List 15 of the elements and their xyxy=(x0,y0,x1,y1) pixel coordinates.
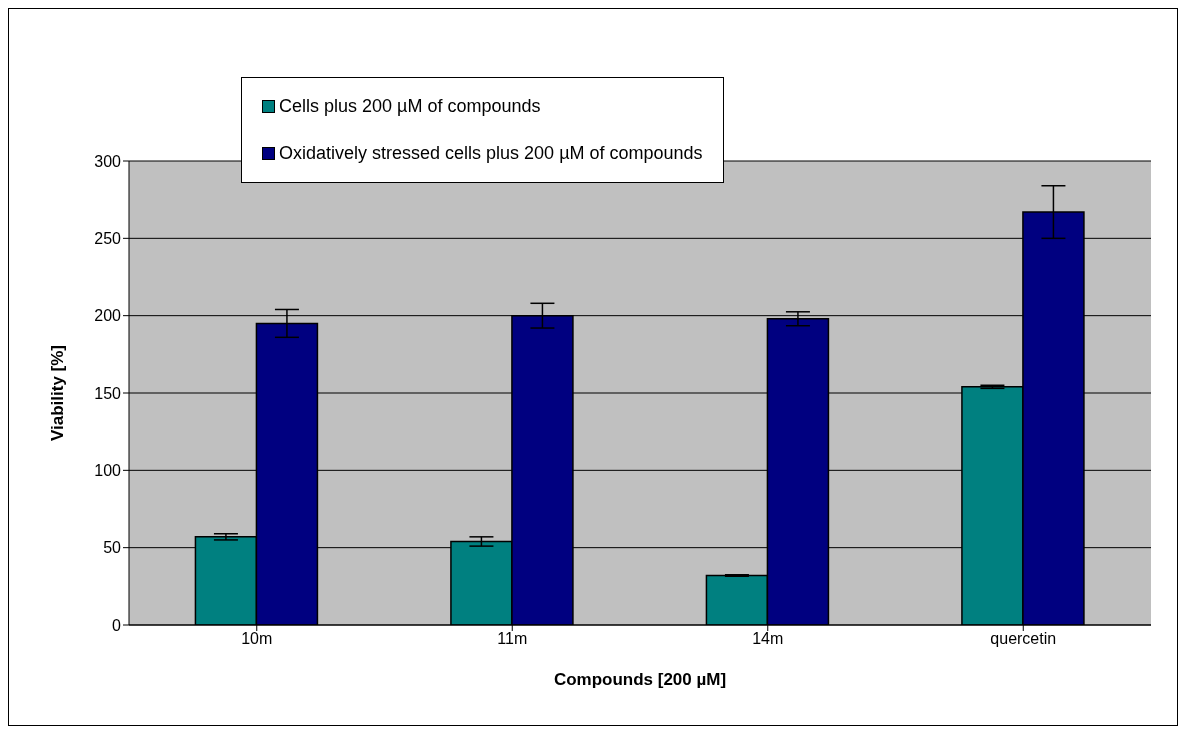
y-tick-label: 250 xyxy=(94,230,122,248)
y-tick-label: 50 xyxy=(103,539,122,557)
y-axis-title: Viability [%] xyxy=(48,344,68,442)
x-tick-label: 14m xyxy=(752,630,784,648)
x-tick-label: quercetin xyxy=(990,630,1057,648)
x-tick-label: 10m xyxy=(241,630,273,648)
y-tick-label: 0 xyxy=(112,616,122,634)
x-axis-title: Compounds [200 µM] xyxy=(553,670,727,689)
legend-label: Cells plus 200 µM of compounds xyxy=(279,96,541,117)
y-tick-label: 200 xyxy=(94,307,122,325)
legend-label: Oxidatively stressed cells plus 200 µM of compounds xyxy=(279,143,703,164)
x-tick-label: 11m xyxy=(497,630,528,648)
y-tick-label: 150 xyxy=(94,384,122,402)
y-tick-label: 100 xyxy=(94,462,122,480)
y-tick-label: 300 xyxy=(94,152,122,170)
